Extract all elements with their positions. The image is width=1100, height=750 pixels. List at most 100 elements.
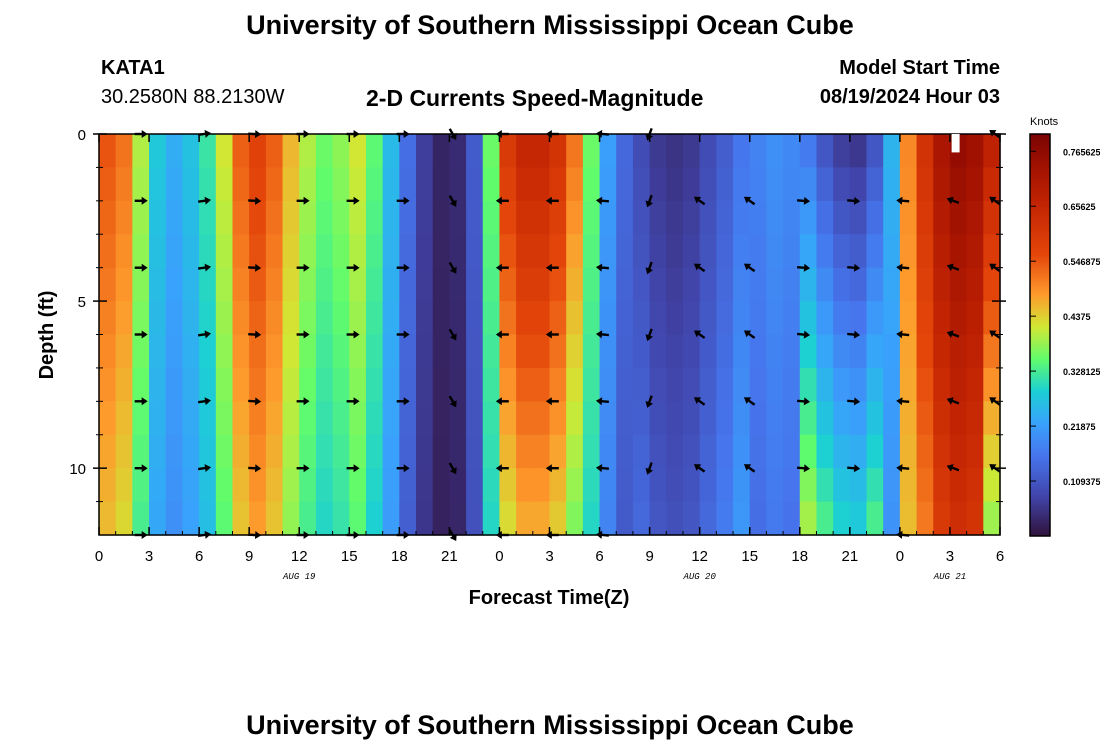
- arrow-head: [645, 267, 654, 275]
- arrow-head: [449, 199, 457, 207]
- heat-cell: [365, 401, 384, 436]
- heat-cell: [849, 167, 868, 202]
- heat-cell: [699, 167, 717, 202]
- arrow-head: [495, 397, 502, 406]
- heat-cell: [799, 267, 818, 302]
- current-arrow: [197, 464, 212, 473]
- heat-cell: [599, 301, 617, 336]
- heat-cell: [783, 334, 801, 369]
- heat-cell: [682, 501, 701, 536]
- heat-cell: [766, 401, 784, 436]
- current-arrow: [296, 464, 310, 473]
- heat-cell: [482, 234, 501, 269]
- heat-cell: [766, 434, 784, 469]
- heat-cell: [532, 200, 551, 235]
- x-tick-label: 9: [645, 548, 653, 565]
- heat-cell: [666, 468, 684, 503]
- heat-cell: [416, 367, 434, 402]
- heat-cell: [566, 301, 584, 336]
- x-tick-label: 18: [791, 548, 808, 565]
- arrow-head: [693, 330, 702, 338]
- heat-cell: [215, 401, 234, 436]
- heat-cell: [733, 134, 751, 169]
- arrow-head: [254, 464, 262, 473]
- heat-cell: [766, 301, 784, 336]
- heat-cell: [482, 167, 501, 202]
- heat-cell: [282, 367, 300, 402]
- heat-cell: [566, 167, 584, 202]
- current-arrow: [346, 196, 360, 205]
- heat-cell: [165, 434, 184, 469]
- heat-cell: [232, 234, 250, 269]
- heat-cell: [399, 167, 417, 202]
- heat-cell: [265, 200, 284, 235]
- current-arrow: [797, 464, 811, 473]
- heat-cell: [382, 401, 400, 436]
- heat-cell: [983, 468, 1001, 503]
- heat-cell: [532, 434, 551, 469]
- heat-cell: [983, 234, 1001, 269]
- arrow-head: [595, 464, 603, 473]
- heat-cell: [432, 468, 450, 503]
- heat-cell: [365, 167, 384, 202]
- heat-cell: [215, 434, 234, 469]
- heat-cell: [899, 401, 918, 436]
- current-arrow: [197, 330, 212, 339]
- heat-cell: [416, 234, 434, 269]
- heat-cell: [149, 134, 167, 169]
- heat-cell: [115, 234, 133, 269]
- heat-cell: [482, 367, 501, 402]
- heat-cell: [716, 468, 734, 503]
- heat-cell: [282, 468, 300, 503]
- heat-cell: [265, 234, 284, 269]
- heat-cell: [716, 267, 734, 302]
- heat-cell: [499, 367, 517, 402]
- current-arrow: [847, 464, 861, 473]
- heat-cell: [282, 234, 300, 269]
- heat-cell: [766, 334, 784, 369]
- arrow-head: [853, 263, 861, 272]
- heat-cell: [849, 234, 868, 269]
- arrow-head: [545, 263, 552, 272]
- heat-cell: [582, 468, 601, 503]
- heat-cell: [983, 134, 1001, 169]
- heat-cell: [682, 301, 701, 336]
- heat-cell: [966, 134, 984, 169]
- current-arrow: [134, 196, 148, 205]
- heat-cell: [215, 334, 234, 369]
- arrow-head: [946, 397, 954, 405]
- heat-cell: [649, 200, 667, 235]
- heat-cell: [833, 367, 851, 402]
- heat-cell: [816, 468, 834, 503]
- heat-cell: [933, 434, 951, 469]
- heat-cell: [599, 367, 617, 402]
- colorbar-ticks: 0.765625 0.65625 0.546875 0.4375 0.328125 0.2…: [1030, 147, 1100, 487]
- arrow-head: [896, 464, 903, 473]
- heat-cell: [232, 134, 250, 169]
- heat-cell: [699, 334, 717, 369]
- arrow-head: [946, 196, 954, 205]
- arrow-head: [989, 330, 997, 338]
- heat-cell: [532, 301, 551, 336]
- heat-cell: [933, 468, 951, 503]
- arrow-head: [803, 330, 811, 339]
- arrow-head: [595, 330, 603, 339]
- current-arrow: [197, 397, 212, 406]
- current-arrow: [346, 464, 360, 473]
- current-arrow: [296, 330, 310, 339]
- current-arrow: [797, 397, 811, 406]
- arrow-head: [595, 196, 603, 205]
- heat-cell: [315, 468, 334, 503]
- heat-cell: [315, 167, 334, 202]
- heat-cell: [649, 501, 667, 536]
- heat-cell: [232, 367, 250, 402]
- arrow-head: [946, 330, 954, 338]
- heat-cell: [282, 334, 300, 369]
- current-arrow: [946, 464, 960, 472]
- heat-cell: [549, 434, 567, 469]
- x-tick-label: 15: [741, 548, 758, 565]
- arrow-head: [254, 330, 262, 339]
- current-arrow: [896, 330, 910, 339]
- current-arrow: [448, 328, 457, 341]
